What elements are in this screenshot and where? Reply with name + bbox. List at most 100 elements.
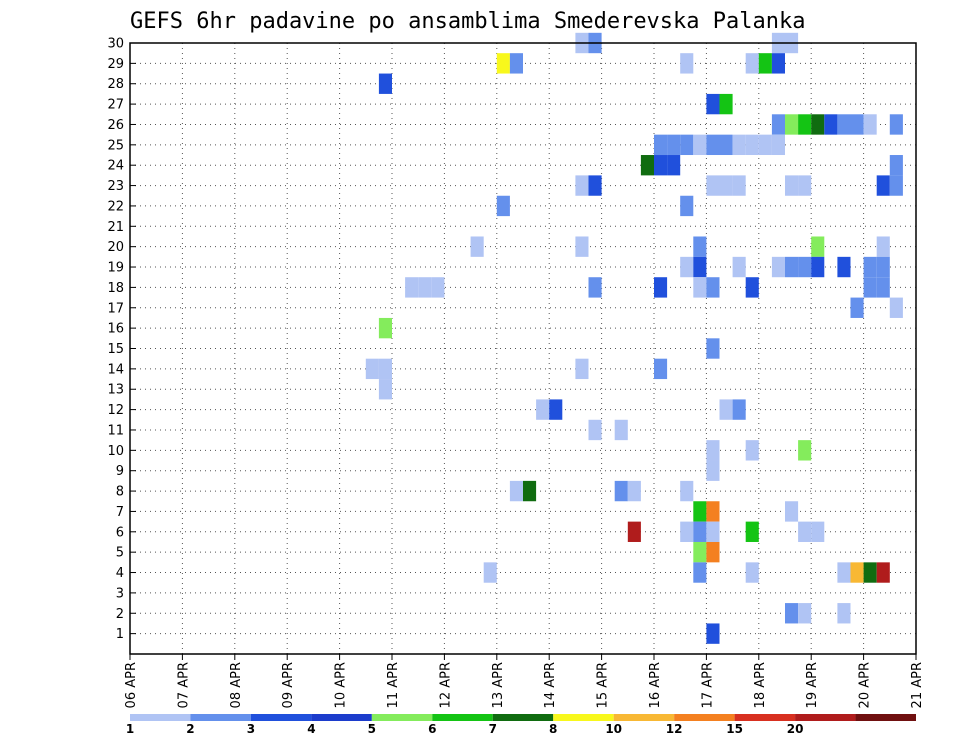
heatmap-cell bbox=[693, 501, 707, 522]
y-tick-label: 18 bbox=[107, 281, 124, 296]
x-tick-label: 06 APR bbox=[124, 662, 139, 708]
color-legend: 1 2 3 4 5 6 7 8 10 12 15 20 bbox=[126, 714, 916, 736]
heatmap-cell bbox=[719, 134, 733, 156]
heatmap-cell bbox=[771, 114, 785, 135]
heatmap-cell bbox=[706, 501, 720, 522]
heatmap-cell bbox=[745, 562, 759, 583]
heatmap-cell bbox=[745, 521, 759, 542]
y-tick-label: 5 bbox=[116, 546, 124, 561]
legend-label: 20 bbox=[787, 722, 804, 736]
heatmap-cell bbox=[719, 175, 733, 196]
y-tick-label: 23 bbox=[107, 179, 124, 194]
heatmap-cell bbox=[706, 440, 720, 461]
y-tick-label: 3 bbox=[116, 586, 124, 601]
heatmap-cell bbox=[706, 175, 720, 196]
heatmap-cell bbox=[706, 134, 720, 156]
heatmap-cell bbox=[470, 236, 484, 257]
heatmap-cell bbox=[418, 277, 432, 298]
legend-swatch bbox=[553, 714, 614, 721]
y-tick-label: 13 bbox=[107, 383, 124, 398]
heatmap-cell bbox=[837, 256, 851, 278]
heatmap-cell bbox=[811, 521, 825, 542]
heatmap-cell bbox=[706, 460, 720, 481]
chart-title: GEFS 6hr padavine po ansamblima Smederev… bbox=[130, 9, 806, 34]
legend-swatch bbox=[432, 714, 493, 721]
legend-swatch bbox=[492, 714, 554, 721]
y-tick-label: 22 bbox=[107, 199, 124, 214]
heatmap-cell bbox=[667, 134, 681, 156]
heatmap-cell bbox=[837, 603, 851, 624]
cells-layer bbox=[365, 32, 903, 644]
heatmap-cell bbox=[378, 317, 392, 339]
heatmap-cell bbox=[863, 562, 877, 583]
heatmap-cell bbox=[837, 562, 851, 583]
x-tick-label: 18 APR bbox=[753, 662, 768, 708]
legend-swatch bbox=[734, 714, 796, 721]
legend-swatch bbox=[795, 714, 856, 721]
y-tick-label: 6 bbox=[116, 525, 124, 540]
y-tick-label: 17 bbox=[107, 301, 124, 316]
legend-label: 3 bbox=[247, 722, 255, 736]
heatmap-cell bbox=[509, 53, 523, 74]
heatmap-cell bbox=[693, 236, 707, 257]
heatmap-cell bbox=[798, 440, 812, 461]
heatmap-cell bbox=[876, 236, 890, 257]
y-tick-label: 26 bbox=[107, 118, 124, 133]
legend-label: 8 bbox=[549, 722, 557, 736]
legend-swatch bbox=[250, 714, 312, 721]
heatmap-cell bbox=[654, 277, 668, 298]
heatmap-cell bbox=[798, 603, 812, 624]
heatmap-cell bbox=[693, 541, 707, 563]
heatmap-cell bbox=[693, 134, 707, 156]
heatmap-cell bbox=[627, 480, 641, 502]
heatmap-cell bbox=[654, 155, 668, 176]
heatmap-cell bbox=[811, 114, 825, 135]
y-tick-label: 16 bbox=[107, 322, 124, 337]
legend-swatch bbox=[190, 714, 251, 721]
heatmap-cell bbox=[549, 399, 563, 420]
legend-swatch bbox=[855, 714, 916, 721]
heatmap-cell bbox=[771, 134, 785, 156]
legend-label: 12 bbox=[666, 722, 683, 736]
y-tick-label: 7 bbox=[116, 505, 124, 520]
legend-swatch bbox=[130, 714, 191, 721]
heatmap-cell bbox=[706, 541, 720, 563]
heatmap-cell bbox=[863, 256, 877, 278]
heatmap-cell bbox=[732, 134, 746, 156]
heatmap-cell bbox=[876, 175, 890, 196]
heatmap-cell bbox=[496, 53, 510, 74]
heatmap-cell bbox=[850, 297, 864, 318]
y-tick-label: 12 bbox=[107, 403, 124, 418]
heatmap-cell bbox=[575, 236, 589, 257]
heatmap-cell bbox=[811, 236, 825, 257]
heatmap-cell bbox=[640, 155, 654, 176]
heatmap-cell bbox=[431, 277, 445, 298]
y-tick-label: 9 bbox=[116, 464, 124, 479]
heatmap-cell bbox=[745, 277, 759, 298]
heatmap-cell bbox=[365, 358, 379, 380]
heatmap-cell bbox=[837, 114, 851, 135]
y-tick-label: 8 bbox=[116, 485, 124, 500]
legend-swatch bbox=[311, 714, 372, 721]
x-tick-label: 17 APR bbox=[700, 662, 715, 708]
legend-label: 1 bbox=[126, 722, 134, 736]
heatmap-cell bbox=[536, 399, 550, 420]
heatmap-cell bbox=[771, 53, 785, 74]
heatmap-cell bbox=[732, 399, 746, 420]
y-tick-label: 25 bbox=[107, 138, 124, 153]
heatmap-cell bbox=[509, 480, 523, 502]
heatmap-cell bbox=[889, 175, 903, 196]
heatmap-cell bbox=[496, 195, 510, 217]
legend-label: 4 bbox=[307, 722, 315, 736]
heatmap-cell bbox=[758, 53, 772, 74]
heatmap-cell bbox=[850, 114, 864, 135]
heatmap-cell bbox=[798, 521, 812, 542]
heatmap-cell bbox=[680, 256, 694, 278]
heatmap-cell bbox=[693, 277, 707, 298]
x-tick-label: 14 APR bbox=[543, 662, 558, 708]
heatmap-cell bbox=[706, 277, 720, 298]
heatmap-cell bbox=[785, 256, 799, 278]
heatmap-cell bbox=[523, 480, 537, 502]
heatmap-cell bbox=[680, 480, 694, 502]
heatmap-cell bbox=[732, 256, 746, 278]
